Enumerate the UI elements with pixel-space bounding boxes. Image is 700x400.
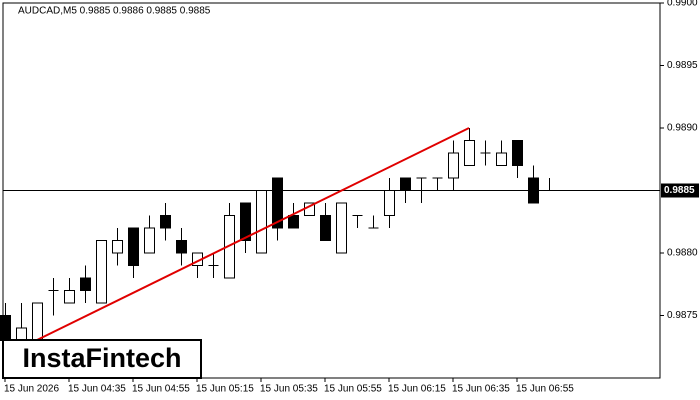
current-price-label: 0.9885 (664, 185, 695, 196)
candle-body (144, 227, 155, 254)
x-tick-label: 15 Jun 05:55 (324, 384, 382, 395)
x-tick-label: 15 Jun 06:35 (452, 384, 510, 395)
y-tick-label: 0.9895 (667, 60, 698, 71)
x-tick-label: 15 Jun 06:15 (388, 384, 446, 395)
candle-body (384, 190, 395, 216)
y-tick-label: 0.9890 (667, 123, 698, 134)
candle-body (176, 240, 187, 254)
candle-body (224, 215, 235, 279)
candle-body (160, 215, 171, 229)
candle-body (288, 215, 299, 229)
candle-body (240, 202, 251, 241)
candle-body (528, 177, 539, 204)
candle-body (128, 227, 139, 266)
candle-body (496, 152, 507, 166)
candle-body (64, 290, 75, 304)
x-tick-label: 15 Jun 2026 (4, 384, 59, 395)
candle-body (272, 177, 283, 229)
candle-body (400, 177, 411, 191)
y-tick-label: 0.9900 (667, 0, 698, 9)
current-price-box (661, 183, 699, 198)
candle-body (96, 240, 107, 304)
candle-body (112, 240, 123, 254)
x-tick-label: 15 Jun 05:15 (196, 384, 254, 395)
logo: InstaFintech (22, 343, 181, 373)
candle-body (16, 327, 27, 341)
candle-body (0, 315, 11, 341)
x-tick-label: 15 Jun 04:55 (132, 384, 190, 395)
x-tick-label: 15 Jun 04:35 (68, 384, 126, 395)
logo-box (2, 339, 202, 379)
candle-body (256, 190, 267, 254)
candle-body (464, 140, 475, 166)
y-tick-label: 0.9875 (667, 310, 698, 321)
candle-body (512, 140, 523, 166)
candle-body (448, 152, 459, 179)
x-tick-label: 15 Jun 05:35 (260, 384, 318, 395)
candle-body (320, 215, 331, 241)
chart-title: AUDCAD,M5 0.9885 0.9886 0.9885 0.9885 (18, 6, 211, 17)
x-tick-label: 15 Jun 06:55 (516, 384, 574, 395)
plot-area (0, 127, 660, 353)
candle-body (336, 202, 347, 254)
y-tick-label: 0.9880 (667, 248, 698, 259)
candle-body (80, 277, 91, 291)
trendline (35, 127, 470, 342)
candle-body (32, 302, 43, 341)
